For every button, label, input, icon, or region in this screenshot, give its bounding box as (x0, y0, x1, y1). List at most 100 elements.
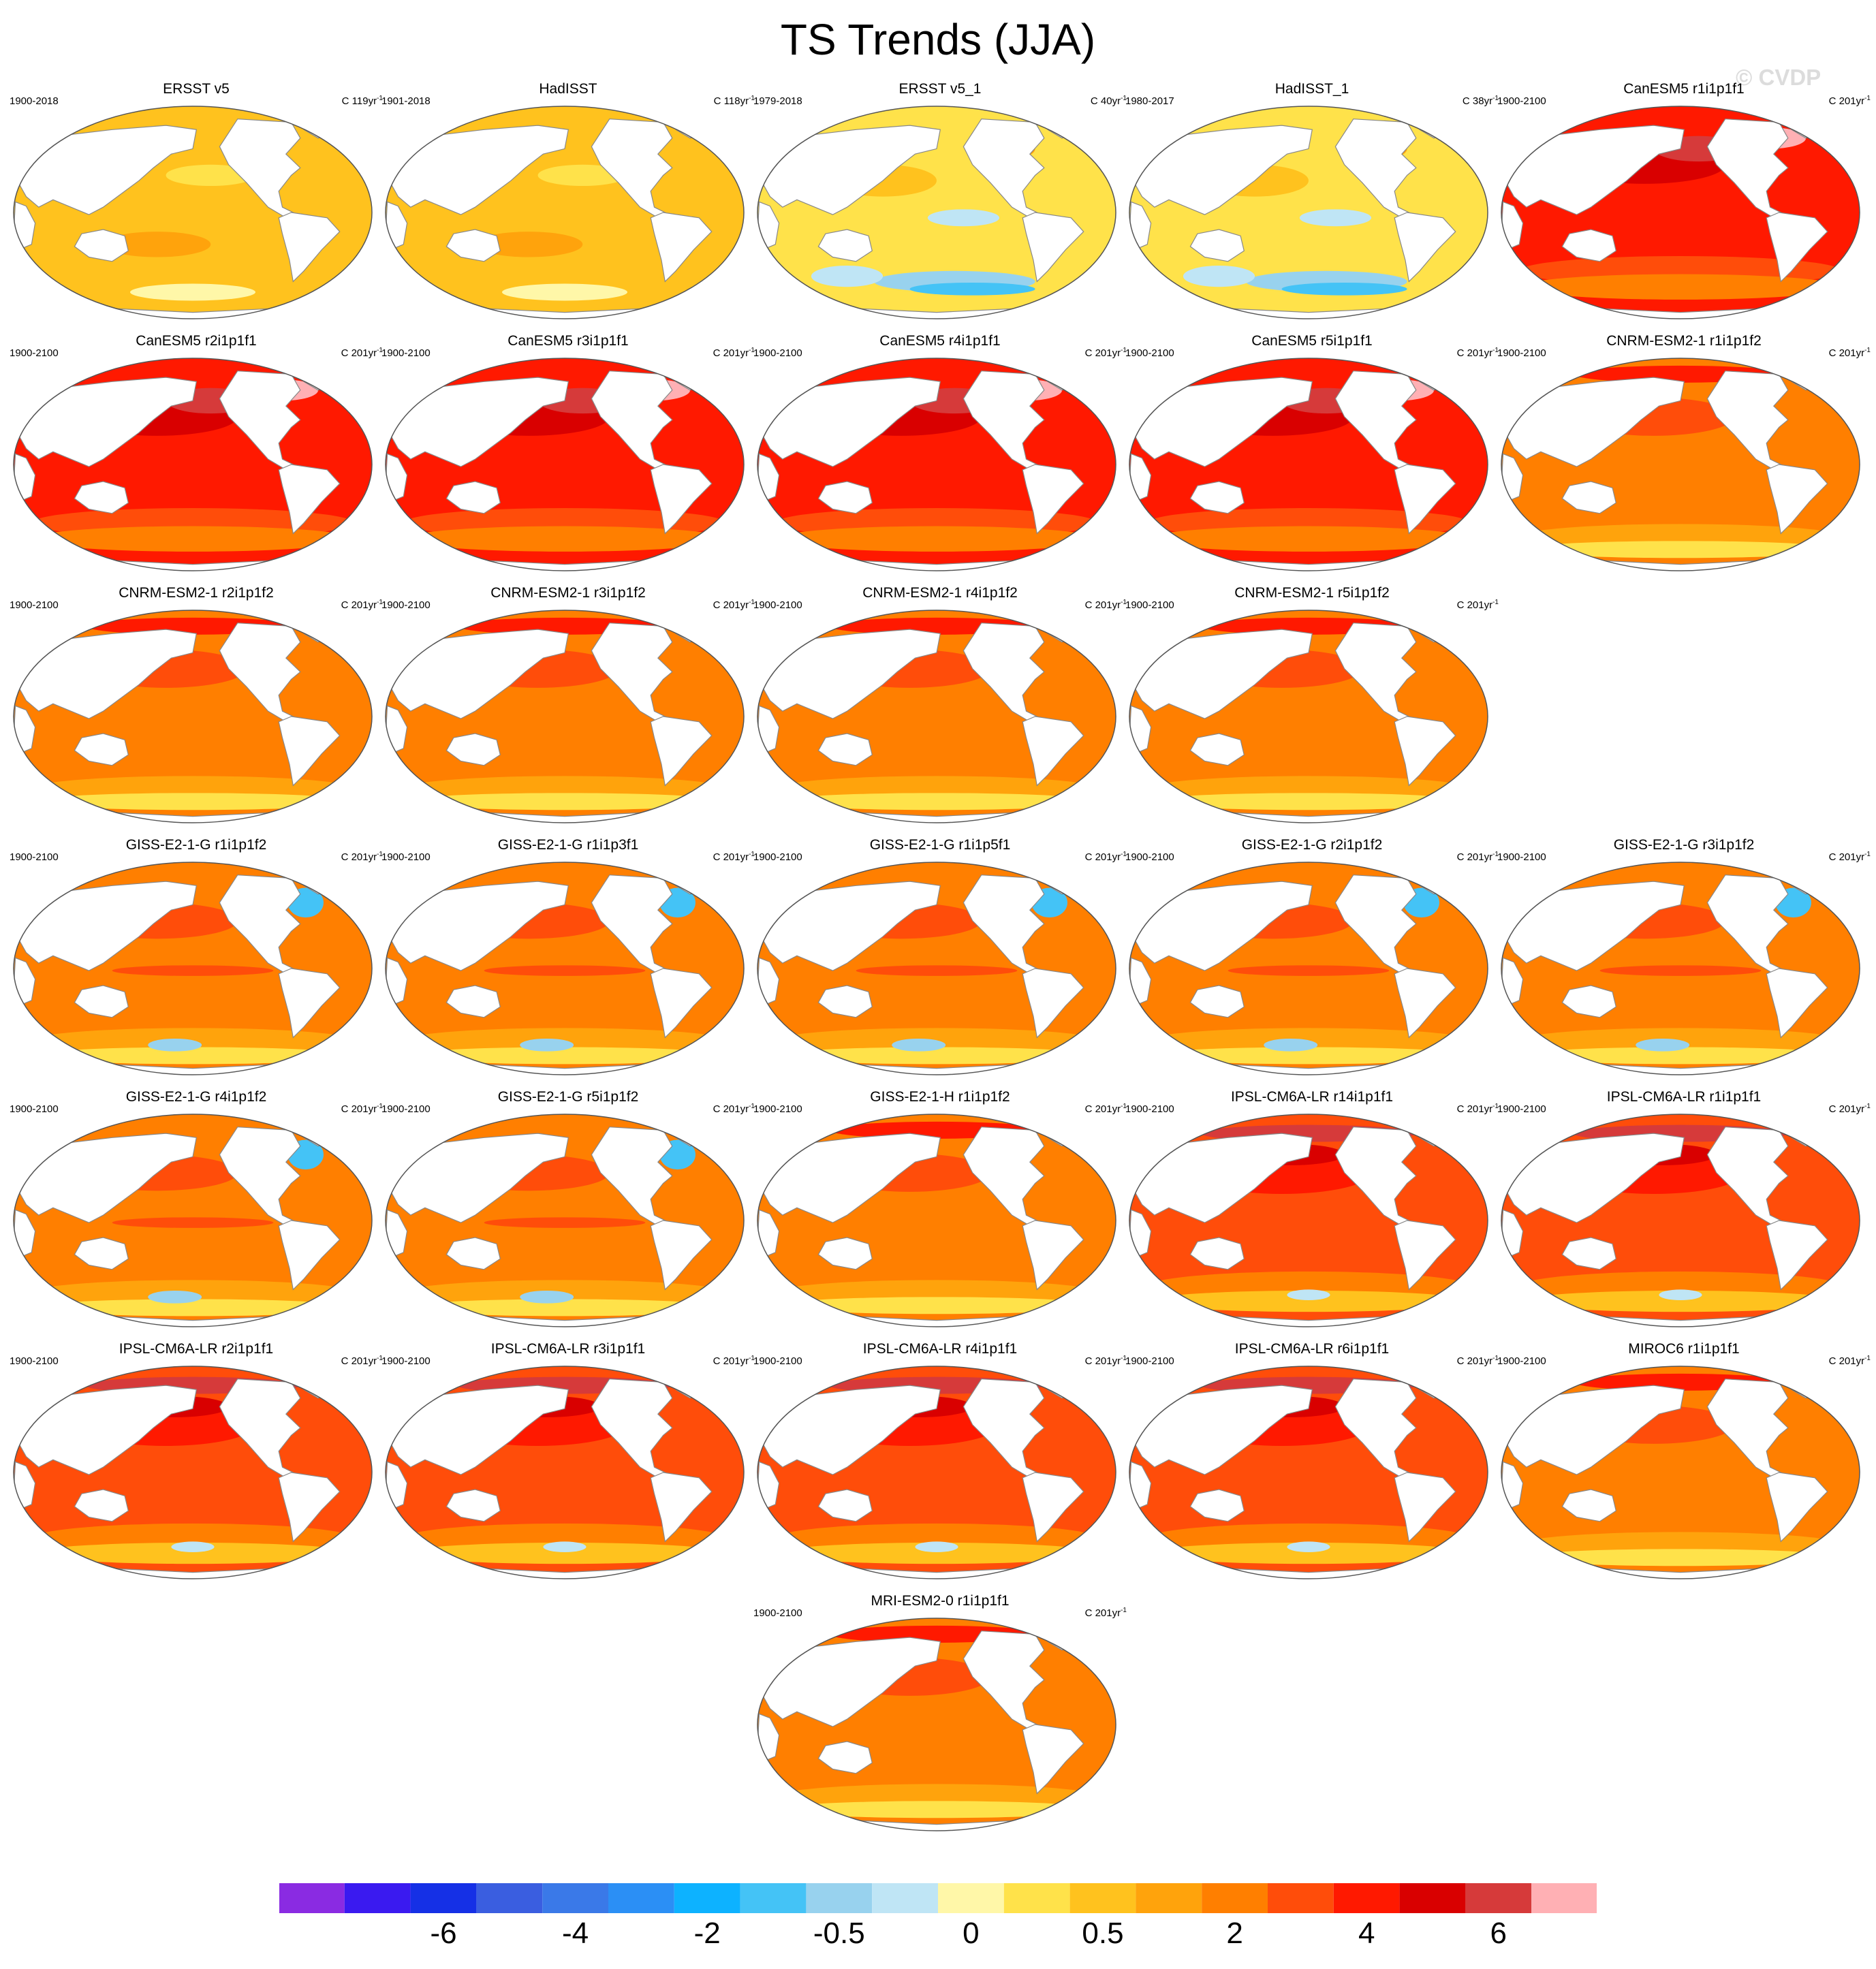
land-mask-asia (388, 629, 569, 719)
land-mask-samerica (278, 1220, 341, 1291)
map-border (757, 1618, 1116, 1831)
panel-period: 1980-2017 (1125, 95, 1174, 107)
colorbar-box (279, 1883, 345, 1914)
panel-trend-units: C 201yr-1 (1456, 1103, 1499, 1115)
panel-title: CNRM-ESM2-1 r2i1p1f2 (119, 585, 274, 601)
robinson-map (385, 1114, 745, 1327)
trend-contour (103, 232, 211, 257)
trend-contour (484, 1217, 646, 1228)
land-mask-namerica (1706, 119, 1789, 219)
panel-period: 1900-2100 (753, 851, 802, 863)
map-panel: CanESM5 r4i1p1f1 1900-2100 C 201yr-1 (753, 332, 1127, 578)
colorbar-box (740, 1883, 807, 1914)
map-border (757, 358, 1116, 571)
colorbar-box (608, 1883, 674, 1914)
land-mask-asia (1504, 377, 1685, 467)
robinson-map (385, 106, 745, 319)
land-mask-asia (16, 1133, 198, 1223)
colorbar-tick-label: -2 (693, 1917, 721, 1950)
trend-contour (403, 1542, 726, 1564)
robinson-map (757, 1366, 1116, 1579)
trend-contour (403, 526, 726, 552)
map-border (1501, 358, 1860, 571)
map-panel: MRI-ESM2-0 r1i1p1f1 1900-2100 C 201yr-1 (753, 1592, 1127, 1838)
colorbar-box (410, 1883, 477, 1914)
colorbar-box (1268, 1883, 1334, 1914)
trend-contour (1287, 1289, 1330, 1300)
land-mask-namerica (219, 875, 301, 975)
robinson-map (1501, 106, 1860, 319)
robinson-map (385, 358, 745, 571)
colorbar-tick-label: 0.5 (1082, 1917, 1124, 1950)
colorbar-box (1202, 1883, 1268, 1914)
land-mask-samerica (1394, 464, 1456, 535)
map-border (385, 610, 745, 823)
panel-trend-units: C 118yr-1 (713, 95, 755, 107)
map-panel: HadISST 1901-2018 C 118yr-1 (381, 80, 755, 326)
land-mask-australia (817, 481, 873, 514)
land-mask-samerica (1022, 716, 1084, 787)
land-mask-samerica (1394, 1472, 1456, 1543)
trend-contour (775, 526, 1098, 552)
panel-title: ERSST v5_1 (898, 81, 982, 97)
panel-title: CanESM5 r5i1p1f1 (1251, 333, 1373, 349)
panel-trend-units: C 201yr-1 (1828, 851, 1871, 863)
land-mask-namerica (591, 371, 673, 471)
trend-contour (1228, 965, 1390, 976)
panel-period: 1900-2100 (381, 347, 431, 359)
land-mask-samerica (278, 464, 341, 535)
colorbar-box (476, 1883, 543, 1914)
robinson-map (385, 1366, 745, 1579)
land-mask-australia (1561, 1237, 1616, 1270)
panel-trend-units: C 201yr-1 (1456, 599, 1499, 611)
panel-title: GISS-E2-1-H r1i1p1f2 (870, 1089, 1010, 1105)
land-mask-asia (760, 1637, 941, 1727)
trend-contour (1147, 793, 1470, 810)
trend-contour (171, 1541, 215, 1552)
panel-title: GISS-E2-1-G r4i1p1f2 (125, 1089, 267, 1105)
map-border (385, 358, 745, 571)
colorbar-box (674, 1883, 740, 1914)
land-mask-samerica (1766, 464, 1828, 535)
robinson-map (1129, 1366, 1488, 1579)
land-mask-samerica (278, 1472, 341, 1543)
land-mask-namerica (963, 119, 1045, 219)
panel-period: 1900-2100 (1497, 1355, 1546, 1367)
land-mask-asia (388, 881, 569, 971)
trend-contour (31, 1299, 354, 1317)
land-mask-samerica (1022, 1472, 1084, 1543)
robinson-map (1501, 862, 1860, 1075)
panel-period: 1900-2100 (1497, 1103, 1546, 1115)
panel-trend-units: C 201yr-1 (713, 1103, 755, 1115)
trend-contour (148, 1290, 202, 1304)
land-mask-australia (817, 229, 873, 262)
trend-contour (112, 1217, 274, 1228)
land-mask-australia (1189, 481, 1245, 514)
panel-trend-units: C 201yr-1 (713, 1355, 755, 1367)
map-panel: CanESM5 r5i1p1f1 1900-2100 C 201yr-1 (1125, 332, 1499, 578)
robinson-map (385, 610, 745, 823)
panel-title: GISS-E2-1-G r1i1p3f1 (497, 837, 639, 853)
land-mask-namerica (963, 623, 1045, 723)
land-mask-samerica (650, 968, 713, 1039)
land-mask-australia (74, 1237, 129, 1270)
map-panel: GISS-E2-1-G r1i1p3f1 1900-2100 C 201yr-1 (381, 836, 755, 1082)
land-mask-samerica (650, 1220, 713, 1291)
panel-trend-units: C 201yr-1 (1828, 1103, 1871, 1115)
panel-title: IPSL-CM6A-LR r6i1p1f1 (1234, 1341, 1390, 1357)
land-mask-samerica (1394, 968, 1456, 1039)
land-mask-namerica (1334, 1127, 1417, 1227)
land-mask-namerica (591, 875, 673, 975)
panel-trend-units: C 201yr-1 (1084, 599, 1127, 611)
land-mask-samerica (1766, 968, 1828, 1039)
panel-title: CanESM5 r2i1p1f1 (136, 333, 257, 349)
land-mask-asia (1132, 629, 1313, 719)
panel-title: IPSL-CM6A-LR r4i1p1f1 (862, 1341, 1018, 1357)
panel-trend-units: C 201yr-1 (1084, 1607, 1127, 1619)
robinson-map (757, 1114, 1116, 1327)
map-panel: GISS-E2-1-G r4i1p1f2 1900-2100 C 201yr-1 (10, 1088, 383, 1334)
panel-title: CNRM-ESM2-1 r4i1p1f2 (862, 585, 1018, 601)
panel-title: IPSL-CM6A-LR r14i1p1f1 (1230, 1089, 1394, 1105)
map-panel: GISS-E2-1-H r1i1p1f2 1900-2100 C 201yr-1 (753, 1088, 1127, 1334)
land-mask-asia (760, 881, 941, 971)
